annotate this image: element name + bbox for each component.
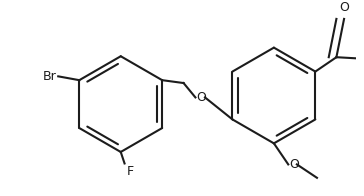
- Text: Br: Br: [43, 70, 56, 83]
- Text: O: O: [196, 91, 206, 104]
- Text: O: O: [289, 158, 299, 171]
- Text: F: F: [126, 165, 134, 178]
- Text: O: O: [339, 1, 349, 14]
